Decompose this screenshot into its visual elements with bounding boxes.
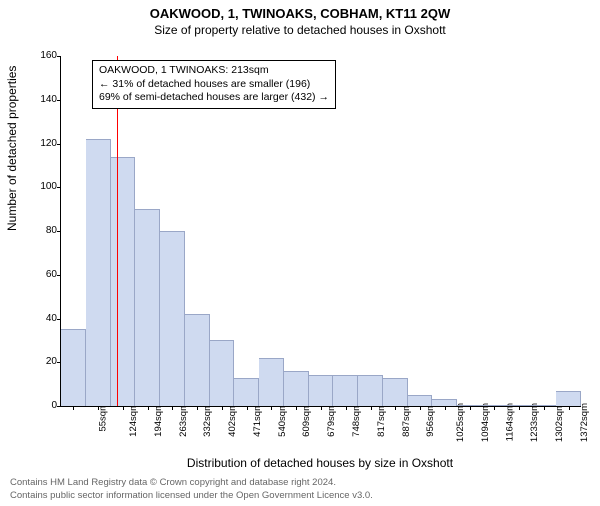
histogram-bar <box>309 375 334 406</box>
xtick-label: 748sqm <box>351 403 362 437</box>
chart-area: 02040608010012014016055sqm124sqm194sqm26… <box>60 56 580 406</box>
histogram-bar <box>284 371 309 406</box>
histogram-bar <box>61 329 86 406</box>
chart-title: OAKWOOD, 1, TWINOAKS, COBHAM, KT11 2QW <box>0 6 600 21</box>
xtick-label: 332sqm <box>202 403 213 437</box>
xtick-mark <box>395 406 396 410</box>
xtick-mark <box>470 406 471 410</box>
xtick-label: 194sqm <box>153 403 164 437</box>
histogram-bar <box>259 358 284 406</box>
xtick-mark <box>519 406 520 410</box>
xtick-mark <box>569 406 570 410</box>
histogram-bar <box>408 395 433 406</box>
histogram-bar <box>111 157 136 406</box>
ytick-mark <box>57 56 61 57</box>
xtick-label: 124sqm <box>128 403 139 437</box>
xtick-mark <box>346 406 347 410</box>
xtick-label: 263sqm <box>177 403 188 437</box>
histogram-bar <box>185 314 210 406</box>
footer-line1: Contains HM Land Registry data © Crown c… <box>10 477 373 489</box>
xtick-label: 1233sqm <box>529 403 540 442</box>
xtick-mark <box>148 406 149 410</box>
xtick-label: 1025sqm <box>455 403 466 442</box>
xtick-label: 1094sqm <box>480 403 491 442</box>
xtick-mark <box>544 406 545 410</box>
xtick-label: 55sqm <box>98 403 109 432</box>
ytick-mark <box>57 319 61 320</box>
footer-line2: Contains public sector information licen… <box>10 490 373 502</box>
ytick-mark <box>57 144 61 145</box>
histogram-bar <box>358 375 383 406</box>
xtick-label: 540sqm <box>277 403 288 437</box>
x-axis-label: Distribution of detached houses by size … <box>60 456 580 470</box>
xtick-mark <box>494 406 495 410</box>
xtick-label: 402sqm <box>227 403 238 437</box>
ytick-label: 100 <box>27 181 57 192</box>
histogram-bar <box>333 375 358 406</box>
annotation-box: OAKWOOD, 1 TWINOAKS: 213sqm ← 31% of det… <box>92 60 336 109</box>
xtick-mark <box>271 406 272 410</box>
xtick-mark <box>123 406 124 410</box>
ytick-mark <box>57 231 61 232</box>
ytick-label: 0 <box>27 400 57 411</box>
ytick-label: 80 <box>27 225 57 236</box>
annotation-line3: 69% of semi-detached houses are larger (… <box>99 91 329 105</box>
ytick-mark <box>57 275 61 276</box>
xtick-mark <box>445 406 446 410</box>
ytick-label: 140 <box>27 94 57 105</box>
ytick-label: 40 <box>27 313 57 324</box>
histogram-bar <box>210 340 235 406</box>
xtick-mark <box>371 406 372 410</box>
xtick-label: 1164sqm <box>504 403 515 441</box>
ytick-label: 20 <box>27 356 57 367</box>
xtick-label: 1372sqm <box>579 403 590 442</box>
ytick-mark <box>57 406 61 407</box>
histogram-bar <box>135 209 160 406</box>
chart-subtitle: Size of property relative to detached ho… <box>0 23 600 37</box>
xtick-mark <box>247 406 248 410</box>
xtick-label: 956sqm <box>425 403 436 437</box>
xtick-mark <box>222 406 223 410</box>
histogram-bar <box>383 378 408 406</box>
xtick-label: 471sqm <box>252 403 263 437</box>
xtick-mark <box>98 406 99 410</box>
xtick-mark <box>296 406 297 410</box>
xtick-mark <box>73 406 74 410</box>
xtick-mark <box>321 406 322 410</box>
xtick-mark <box>420 406 421 410</box>
xtick-mark <box>197 406 198 410</box>
ytick-label: 160 <box>27 50 57 61</box>
xtick-label: 609sqm <box>301 403 312 437</box>
xtick-label: 1302sqm <box>554 403 565 442</box>
y-axis-label: Number of detached properties <box>5 66 19 231</box>
xtick-mark <box>172 406 173 410</box>
xtick-label: 817sqm <box>376 403 387 437</box>
footer: Contains HM Land Registry data © Crown c… <box>10 477 373 502</box>
ytick-label: 120 <box>27 138 57 149</box>
histogram-bar <box>234 378 259 406</box>
ytick-mark <box>57 100 61 101</box>
histogram-bar <box>556 391 581 406</box>
ytick-label: 60 <box>27 269 57 280</box>
ytick-mark <box>57 187 61 188</box>
annotation-line2: ← 31% of detached houses are smaller (19… <box>99 78 329 92</box>
xtick-label: 679sqm <box>326 403 337 437</box>
xtick-label: 887sqm <box>400 403 411 437</box>
annotation-line1: OAKWOOD, 1 TWINOAKS: 213sqm <box>99 64 329 78</box>
histogram-bar <box>160 231 185 406</box>
histogram-bar <box>86 139 111 406</box>
